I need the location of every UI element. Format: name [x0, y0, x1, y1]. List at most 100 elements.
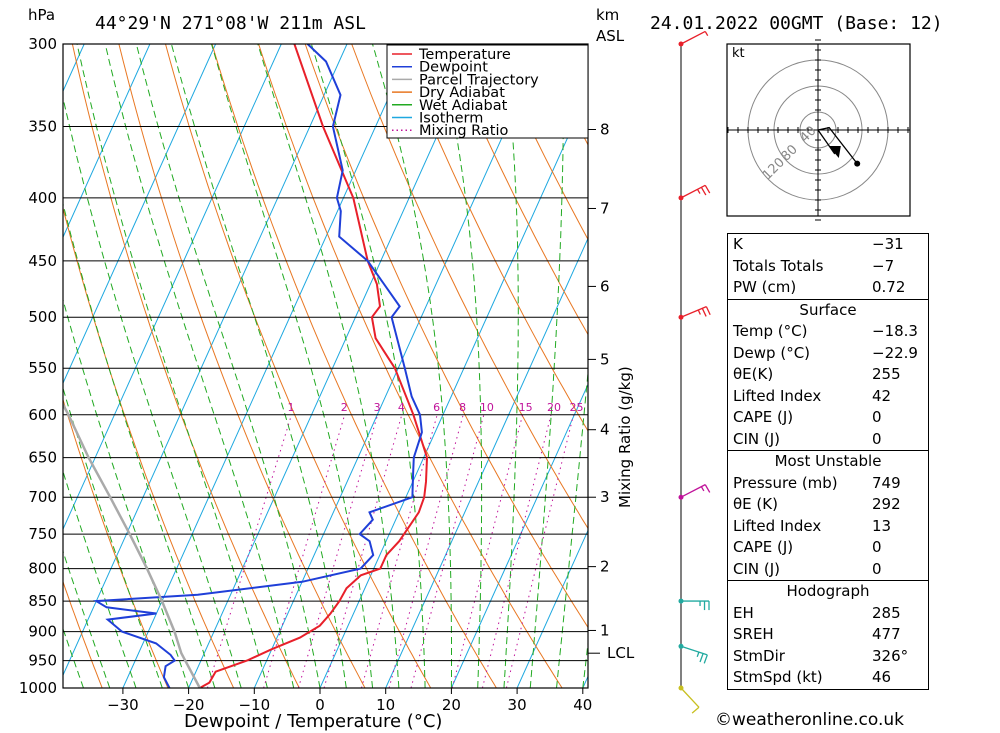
pressure-tick-label: 500 — [28, 308, 57, 326]
surface-value: −22.9 — [872, 343, 918, 362]
isotherm-line — [63, 44, 217, 385]
wet-adiabat-line — [76, 44, 268, 688]
mixing-ratio-line — [323, 414, 403, 688]
wet-adiabat-line — [104, 44, 295, 688]
most-unstable-row: Lifted Index 13 — [728, 516, 928, 538]
index-value: −7 — [872, 256, 895, 275]
isotherm-line — [63, 44, 151, 239]
most-unstable-label: Pressure (mb) — [733, 473, 838, 492]
most-unstable-section: Most Unstable Pressure (mb) 749 θE (K) 292 L… — [728, 450, 928, 580]
most-unstable-title: Most Unstable — [774, 452, 882, 470]
most-unstable-label: CAPE (J) — [733, 538, 794, 556]
surface-row: θE(K) 255 — [728, 364, 928, 386]
most-unstable-value: 749 — [872, 473, 901, 492]
pressure-tick-label: 300 — [28, 35, 57, 53]
surface-value: 0 — [872, 429, 882, 448]
temperature-tick-label: −20 — [173, 696, 205, 714]
dry-adiabat-line — [351, 44, 588, 530]
wind-barb-staff — [680, 30, 706, 45]
wind-barb-flag — [704, 184, 711, 194]
most-unstable-value: 0 — [872, 538, 882, 556]
wet-adiabat-line — [63, 95, 242, 688]
wind-barb-flag — [697, 309, 701, 315]
location-title: 44°29'N 271°08'W 211m ASL — [95, 13, 366, 34]
hodograph-stat-value: 285 — [872, 603, 901, 622]
wet-adiabat-line — [503, 44, 519, 688]
mixing-ratio-label: 25 — [570, 401, 584, 414]
surface-row: Temp (°C) −18.3 — [728, 321, 928, 343]
most-unstable-label: Lifted Index — [733, 516, 822, 535]
mixing-ratio-label: 15 — [519, 401, 533, 414]
km-unit: km — [596, 6, 619, 24]
wet-adiabat-line — [438, 44, 483, 688]
asl-unit: ASL — [596, 27, 625, 45]
pressure-tick-label: 550 — [28, 359, 57, 377]
most-unstable-row: CIN (J) 0 — [728, 559, 928, 581]
parcel-trajectory-trace — [63, 401, 201, 688]
hodograph-trace — [817, 126, 858, 164]
legend-label: Dry Adiabat — [419, 85, 505, 101]
index-row: PW (cm) 0.72 — [728, 277, 928, 299]
legend-label: Wet Adiabat — [419, 98, 508, 114]
dry-adiabat-line — [490, 44, 588, 241]
wind-barb-flag — [699, 653, 704, 663]
mixing-ratio-label: 1 — [287, 401, 294, 414]
most-unstable-row: θE (K) 292 — [728, 494, 928, 516]
dry-adiabat-line — [63, 580, 103, 688]
hodograph-stats-title: Hodograph — [786, 582, 870, 600]
pressure-tick-label: 850 — [28, 592, 57, 610]
km-tick-label: 4 — [600, 421, 610, 439]
hodograph-stat-label: SREH — [733, 625, 774, 643]
surface-row: CAPE (J) 0 — [728, 407, 928, 429]
surface-row: Dewp (°C) −22.9 — [728, 343, 928, 365]
km-tick-label: 1 — [600, 621, 610, 639]
km-tick-label: 2 — [600, 558, 610, 576]
surface-value: −18.3 — [872, 322, 918, 340]
surface-label: Dewp (°C) — [733, 343, 811, 362]
most-unstable-value: 292 — [872, 495, 901, 513]
dry-adiabat-line — [444, 44, 588, 336]
wind-barb-staff — [680, 645, 708, 656]
isotherm-line — [0, 44, 19, 688]
legend-label: Mixing Ratio — [419, 123, 509, 139]
legend-label: Parcel Trajectory — [419, 72, 539, 88]
most-unstable-label: θE (K) — [733, 495, 778, 513]
index-value: −31 — [872, 235, 904, 253]
plot-frame — [62, 43, 589, 689]
pressure-tick-label: 450 — [28, 252, 57, 270]
wind-barb-flag — [705, 306, 711, 316]
surface-value: 255 — [872, 365, 901, 383]
most-unstable-label: CIN (J) — [733, 559, 781, 578]
storm-motion-arrow-icon — [828, 146, 841, 158]
temperature-tick-label: 30 — [508, 696, 527, 714]
pressure-tick-label: 800 — [28, 560, 57, 578]
index-row: K −31 — [728, 234, 928, 256]
pressure-tick-label: 900 — [28, 623, 57, 641]
temperature-tick-label: 10 — [376, 696, 395, 714]
wind-barb-flag — [703, 654, 708, 664]
km-tick-label: 8 — [600, 121, 610, 139]
mixing-ratio-label: 6 — [433, 401, 440, 414]
credit-link[interactable]: ©weatheronline.co.uk — [715, 710, 905, 730]
hodograph-stat-row: SREH 477 — [728, 624, 928, 646]
index-label: PW (cm) — [733, 278, 797, 296]
legend-label: Temperature — [418, 47, 511, 63]
surface-row: Lifted Index 42 — [728, 386, 928, 408]
dry-adiabat-line — [304, 44, 588, 629]
isotherm-line — [63, 44, 282, 531]
pressure-tick-label: 650 — [28, 449, 57, 467]
surface-value: 42 — [872, 386, 892, 405]
isotherm-line — [516, 529, 588, 688]
most-unstable-value: 13 — [872, 516, 892, 535]
wet-adiabat-line — [582, 639, 588, 688]
mixing-ratio-label: 4 — [398, 401, 405, 414]
surface-title: Surface — [799, 300, 857, 319]
legend-label: Isotherm — [419, 111, 483, 127]
isotherm-line — [319, 91, 588, 688]
temperature-trace — [199, 44, 429, 688]
surface-label: θE(K) — [733, 365, 774, 383]
km-tick-label: 3 — [600, 488, 610, 506]
wind-barb-flag — [704, 31, 709, 37]
surface-value: 0 — [872, 408, 882, 426]
hodograph-stat-label: StmDir — [733, 646, 785, 665]
